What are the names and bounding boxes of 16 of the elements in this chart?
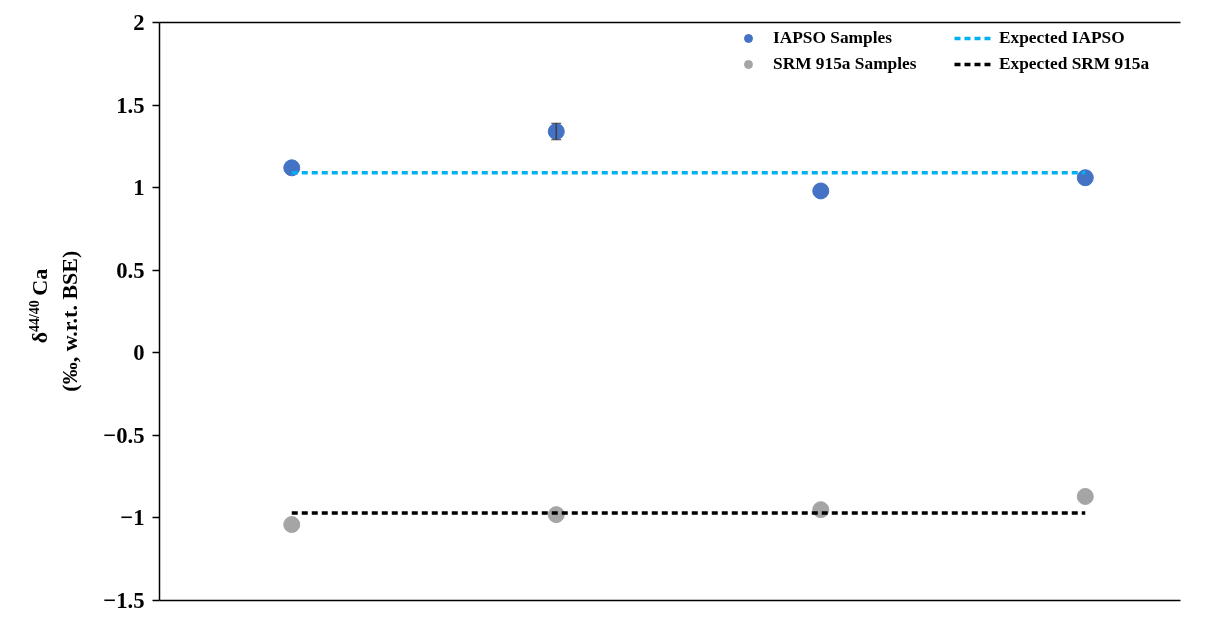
y-tick-label: 2 — [133, 10, 145, 35]
point — [812, 182, 830, 200]
legend-label: SRM 915a Samples — [773, 54, 918, 74]
y-tick-label: 1 — [133, 175, 145, 201]
point — [1076, 169, 1094, 187]
legend-label: IAPSO Samples — [773, 28, 893, 48]
y-tick-label: −1 — [120, 505, 145, 531]
legend-label: Expected IAPSO — [999, 28, 1126, 48]
y-tick-label: −0.5 — [103, 422, 145, 448]
y-tick-label: −1.5 — [103, 588, 145, 613]
legend-label: Expected SRM 915a — [999, 54, 1151, 74]
point — [1076, 487, 1094, 505]
y-tick-label: 1.5 — [116, 92, 145, 118]
y-tick-label: 0 — [133, 340, 145, 366]
point — [283, 516, 301, 534]
y-tick-label: 0.5 — [116, 257, 145, 283]
